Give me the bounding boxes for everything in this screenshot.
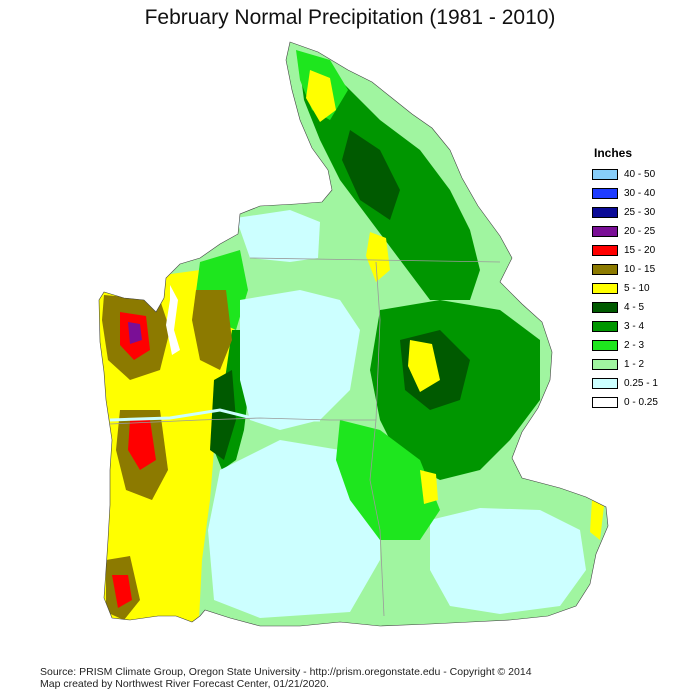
columbia-basin-dry-zone	[240, 290, 360, 430]
legend-swatch	[592, 397, 618, 408]
legend-label: 0 - 0.25	[624, 397, 658, 408]
blue-mountains-5-10-zone	[420, 470, 438, 504]
legend-item: 10 - 15	[592, 260, 658, 279]
legend-swatch	[592, 302, 618, 313]
legend-label: 15 - 20	[624, 245, 656, 256]
legend-label: 4 - 5	[624, 302, 645, 313]
footer: Source: PRISM Climate Group, Oregon Stat…	[40, 666, 532, 690]
legend-swatch	[592, 283, 618, 294]
legend-item: 2 - 3	[592, 336, 658, 355]
legend: Inches 40 - 50 30 - 40 25 - 30 20 - 25 15 - …	[592, 146, 658, 412]
puget-sound	[166, 285, 180, 355]
legend-swatch	[592, 188, 618, 199]
legend-item: 1 - 2	[592, 355, 658, 374]
blue-mountains-2-3-zone	[336, 420, 440, 540]
legend-item: 3 - 4	[592, 317, 658, 336]
south-coast-15-20-zone	[112, 575, 132, 608]
legend-item: 30 - 40	[592, 184, 658, 203]
legend-item: 40 - 50	[592, 165, 658, 184]
snake-plain-dry-zone	[430, 508, 586, 614]
legend-swatch	[592, 264, 618, 275]
wa-bc-boundary	[249, 257, 501, 263]
legend-swatch	[592, 321, 618, 332]
columbia-river	[109, 408, 320, 422]
legend-label: 5 - 10	[624, 283, 650, 294]
legend-swatch	[592, 207, 618, 218]
legend-label: 2 - 3	[624, 340, 645, 351]
legend-item: 25 - 30	[592, 203, 658, 222]
map-title: February Normal Precipitation (1981 - 20…	[144, 6, 556, 29]
id-mt-boundary	[375, 261, 381, 421]
state-boundaries	[109, 257, 501, 617]
cascade-10-15-zone	[192, 290, 232, 370]
legend-swatch	[592, 378, 618, 389]
coast-range-15-20-zone	[128, 420, 156, 470]
source-credit: Source: PRISM Climate Group, Oregon Stat…	[40, 666, 532, 678]
legend-item: 4 - 5	[592, 298, 658, 317]
legend-label: 20 - 25	[624, 226, 656, 237]
or-id-boundary	[369, 419, 385, 617]
cascades-4-5-zone	[210, 370, 236, 460]
selway-5-10-zone	[408, 340, 440, 392]
legend-label: 10 - 15	[624, 264, 656, 275]
basin-outline	[98, 41, 609, 627]
legend-label: 1 - 2	[624, 359, 645, 370]
legend-label: 40 - 50	[624, 169, 656, 180]
montana-5-10-zone	[306, 70, 336, 122]
wa-or-boundary	[109, 417, 376, 425]
legend-item: 15 - 20	[592, 241, 658, 260]
legend-swatch	[592, 340, 618, 351]
olympic-20-25-zone	[128, 322, 142, 344]
map-credit: Map created by Northwest River Forecast …	[40, 678, 329, 690]
legend-title: Inches	[594, 146, 633, 160]
legend-label: 0.25 - 1	[624, 378, 658, 389]
montana-4-5-zone	[342, 130, 400, 220]
legend-swatch	[592, 169, 618, 180]
central-oregon-dry-zone	[208, 440, 380, 618]
legend-swatch	[592, 226, 618, 237]
legend-swatch	[592, 245, 618, 256]
legend-item: 0 - 0.25	[592, 393, 658, 412]
legend-swatch	[592, 359, 618, 370]
legend-label: 30 - 40	[624, 188, 656, 199]
legend-items: 40 - 50 30 - 40 25 - 30 20 - 25 15 - 20 10 - …	[592, 165, 658, 412]
legend-label: 25 - 30	[624, 207, 656, 218]
legend-item: 20 - 25	[592, 222, 658, 241]
teton-5-10-zone	[590, 500, 604, 540]
idaho-5-10-zone	[366, 232, 390, 282]
legend-label: 3 - 4	[624, 321, 645, 332]
legend-item: 0.25 - 1	[592, 374, 658, 393]
legend-item: 5 - 10	[592, 279, 658, 298]
north-interior-dry-zone	[236, 210, 320, 262]
